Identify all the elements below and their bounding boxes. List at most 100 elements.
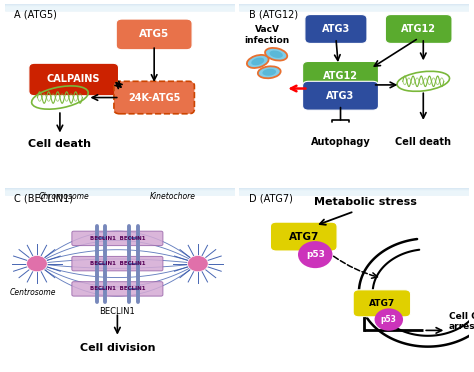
Bar [5, 190, 235, 193]
Bar [239, 5, 469, 8]
Bar [239, 189, 469, 192]
Circle shape [298, 241, 332, 268]
Bar [5, 6, 235, 9]
Bar [239, 4, 469, 7]
Bar [5, 5, 235, 8]
Ellipse shape [263, 69, 276, 76]
Bar [239, 4, 469, 7]
FancyBboxPatch shape [29, 63, 118, 96]
Bar [5, 189, 235, 192]
Bar [239, 190, 469, 193]
Bar [239, 190, 469, 193]
Bar [5, 190, 235, 193]
Bar [239, 5, 469, 8]
Bar [5, 7, 235, 10]
Bar [5, 189, 235, 192]
Bar [239, 191, 469, 194]
Text: Centrosome: Centrosome [9, 288, 56, 297]
Bar [239, 189, 469, 192]
Bar [5, 190, 235, 193]
Bar [5, 188, 235, 191]
Text: ATG12: ATG12 [401, 24, 436, 34]
Bar [5, 188, 235, 191]
Bar [5, 189, 235, 192]
Ellipse shape [270, 51, 283, 58]
Ellipse shape [251, 58, 264, 65]
Bar [239, 188, 469, 191]
Text: ATG7: ATG7 [369, 299, 395, 308]
Bar [239, 190, 469, 193]
Text: p53: p53 [306, 250, 325, 259]
Bar [239, 4, 469, 7]
Text: A (ATG5): A (ATG5) [14, 9, 57, 19]
Bar [5, 6, 235, 9]
Bar [239, 189, 469, 192]
Bar [239, 189, 469, 192]
Bar [239, 5, 469, 8]
Bar [5, 5, 235, 8]
Bar [239, 190, 469, 193]
Bar [5, 6, 235, 9]
Bar [239, 189, 469, 192]
Bar [239, 191, 469, 194]
Bar [5, 190, 235, 193]
Bar [5, 4, 235, 7]
Bar [5, 7, 235, 10]
Bar [239, 7, 469, 10]
Bar [239, 6, 469, 9]
Bar [239, 188, 469, 191]
Text: BECLIN1  BECLIN1: BECLIN1 BECLIN1 [90, 236, 145, 241]
FancyBboxPatch shape [116, 19, 192, 50]
Text: VacV
infection: VacV infection [244, 25, 290, 45]
Bar [5, 4, 235, 7]
Bar [239, 4, 469, 8]
Bar [239, 190, 469, 193]
Bar [5, 188, 235, 191]
Bar [5, 6, 235, 9]
Bar [5, 6, 235, 9]
Bar [239, 4, 469, 7]
FancyBboxPatch shape [305, 15, 367, 44]
Text: BECLIN1: BECLIN1 [100, 307, 135, 316]
Bar [5, 188, 235, 191]
Bar [5, 190, 235, 193]
Bar [239, 5, 469, 8]
Bar [239, 4, 469, 7]
Bar [5, 4, 235, 7]
Bar [5, 190, 235, 193]
Bar [239, 4, 469, 7]
Bar [239, 189, 469, 192]
Bar [5, 189, 235, 192]
Text: 24K-ATG5: 24K-ATG5 [128, 93, 180, 103]
Bar [239, 5, 469, 8]
Bar [5, 6, 235, 9]
Bar [5, 190, 235, 193]
Bar [239, 190, 469, 193]
FancyBboxPatch shape [302, 81, 378, 110]
Bar [239, 188, 469, 191]
Bar [239, 6, 469, 9]
Bar [239, 191, 469, 194]
Text: C (BECLIN1): C (BECLIN1) [14, 193, 73, 203]
Text: ATG5: ATG5 [139, 29, 169, 39]
Bar [5, 188, 235, 191]
Bar [239, 6, 469, 9]
Bar [5, 4, 235, 7]
Bar [5, 7, 235, 10]
Bar [239, 6, 469, 9]
Bar [5, 4, 235, 7]
Bar [5, 190, 235, 193]
Bar [239, 190, 469, 193]
Bar [5, 6, 235, 9]
Bar [5, 4, 235, 7]
Bar [239, 6, 469, 9]
Bar [239, 190, 469, 193]
Text: Cell Cycle
arrest: Cell Cycle arrest [448, 312, 474, 331]
Bar [239, 6, 469, 9]
Bar [239, 189, 469, 192]
Bar [5, 190, 235, 193]
Bar [5, 189, 235, 192]
Bar [5, 190, 235, 193]
Bar [239, 190, 469, 193]
Bar [239, 5, 469, 8]
